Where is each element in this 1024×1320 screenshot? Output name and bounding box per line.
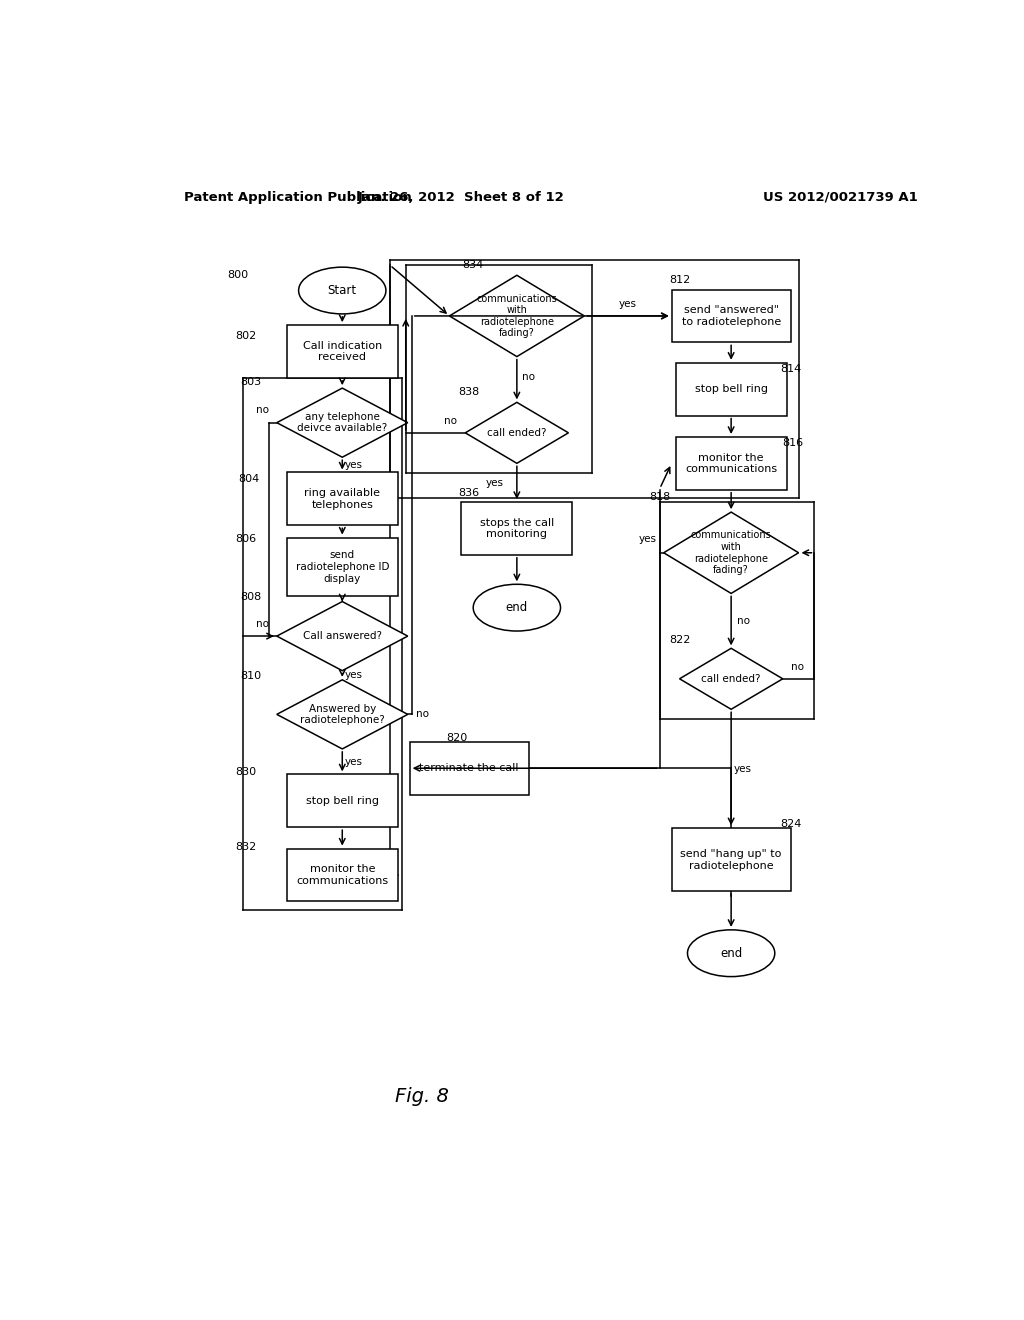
Text: Call answered?: Call answered? bbox=[303, 631, 382, 642]
Text: 818: 818 bbox=[649, 492, 671, 502]
Text: 803: 803 bbox=[241, 378, 261, 387]
Text: Call indication
received: Call indication received bbox=[303, 341, 382, 362]
Text: stop bell ring: stop bell ring bbox=[694, 384, 768, 395]
Text: yes: yes bbox=[618, 298, 637, 309]
Text: yes: yes bbox=[734, 764, 752, 774]
Text: 816: 816 bbox=[782, 438, 804, 447]
Text: 836: 836 bbox=[459, 488, 480, 498]
Text: 812: 812 bbox=[669, 276, 690, 285]
Text: 832: 832 bbox=[234, 842, 256, 851]
Text: stop bell ring: stop bell ring bbox=[306, 796, 379, 805]
Polygon shape bbox=[465, 403, 568, 463]
Text: no: no bbox=[256, 619, 269, 628]
Text: no: no bbox=[416, 709, 429, 719]
FancyBboxPatch shape bbox=[676, 437, 786, 490]
Polygon shape bbox=[664, 512, 799, 594]
Polygon shape bbox=[276, 388, 408, 457]
Text: no: no bbox=[444, 416, 458, 425]
Text: 810: 810 bbox=[241, 671, 261, 681]
Text: Patent Application Publication: Patent Application Publication bbox=[183, 190, 412, 203]
Polygon shape bbox=[450, 276, 585, 356]
FancyBboxPatch shape bbox=[287, 775, 397, 828]
Text: send "hang up" to
radiotelephone: send "hang up" to radiotelephone bbox=[681, 849, 781, 870]
Text: 802: 802 bbox=[234, 331, 256, 342]
Text: 834: 834 bbox=[463, 260, 484, 271]
Polygon shape bbox=[276, 602, 408, 671]
Text: call ended?: call ended? bbox=[487, 428, 547, 438]
Text: end: end bbox=[720, 946, 742, 960]
Text: US 2012/0021739 A1: US 2012/0021739 A1 bbox=[763, 190, 918, 203]
Text: send
radiotelephone ID
display: send radiotelephone ID display bbox=[296, 550, 389, 583]
Ellipse shape bbox=[299, 267, 386, 314]
Text: call ended?: call ended? bbox=[701, 673, 761, 684]
Text: 822: 822 bbox=[669, 635, 690, 645]
FancyBboxPatch shape bbox=[287, 325, 397, 378]
Text: yes: yes bbox=[345, 459, 364, 470]
Text: 800: 800 bbox=[227, 271, 248, 280]
Text: Jan. 26, 2012  Sheet 8 of 12: Jan. 26, 2012 Sheet 8 of 12 bbox=[358, 190, 564, 203]
Text: 808: 808 bbox=[241, 593, 262, 602]
Text: 824: 824 bbox=[780, 820, 802, 829]
Text: monitor the
communications: monitor the communications bbox=[685, 453, 777, 474]
Text: yes: yes bbox=[345, 671, 364, 680]
Text: Fig. 8: Fig. 8 bbox=[394, 1086, 449, 1106]
FancyBboxPatch shape bbox=[676, 363, 786, 416]
FancyBboxPatch shape bbox=[287, 473, 397, 525]
Text: 820: 820 bbox=[446, 733, 468, 743]
Text: 838: 838 bbox=[459, 387, 480, 397]
Text: no: no bbox=[256, 405, 269, 416]
Ellipse shape bbox=[687, 929, 775, 977]
Text: stops the call
monitoring: stops the call monitoring bbox=[479, 517, 554, 539]
Text: 806: 806 bbox=[234, 533, 256, 544]
Text: yes: yes bbox=[345, 756, 364, 767]
Ellipse shape bbox=[473, 585, 560, 631]
Text: terminate the call: terminate the call bbox=[420, 763, 519, 774]
Text: Answered by
radiotelephone?: Answered by radiotelephone? bbox=[300, 704, 385, 725]
Text: end: end bbox=[506, 601, 528, 614]
Text: no: no bbox=[522, 372, 536, 381]
Text: Start: Start bbox=[328, 284, 356, 297]
Text: yes: yes bbox=[485, 478, 504, 487]
FancyBboxPatch shape bbox=[410, 742, 528, 795]
Text: monitor the
communications: monitor the communications bbox=[296, 865, 388, 886]
Polygon shape bbox=[276, 680, 408, 748]
Text: 814: 814 bbox=[780, 364, 802, 374]
Text: no: no bbox=[736, 616, 750, 626]
Text: communications
with
radiotelephone
fading?: communications with radiotelephone fadin… bbox=[476, 293, 557, 338]
Text: any telephone
deivce available?: any telephone deivce available? bbox=[297, 412, 387, 433]
FancyBboxPatch shape bbox=[672, 289, 791, 342]
Text: no: no bbox=[791, 661, 804, 672]
Text: ring available
telephones: ring available telephones bbox=[304, 488, 380, 510]
Text: 830: 830 bbox=[234, 767, 256, 777]
FancyBboxPatch shape bbox=[461, 502, 572, 554]
Text: communications
with
radiotelephone
fading?: communications with radiotelephone fadin… bbox=[691, 531, 771, 576]
FancyBboxPatch shape bbox=[287, 537, 397, 597]
FancyBboxPatch shape bbox=[672, 828, 791, 891]
FancyBboxPatch shape bbox=[287, 849, 397, 902]
Text: 804: 804 bbox=[238, 474, 259, 483]
Text: yes: yes bbox=[639, 533, 656, 544]
Text: send "answered"
to radiotelephone: send "answered" to radiotelephone bbox=[682, 305, 780, 327]
Polygon shape bbox=[680, 648, 782, 709]
